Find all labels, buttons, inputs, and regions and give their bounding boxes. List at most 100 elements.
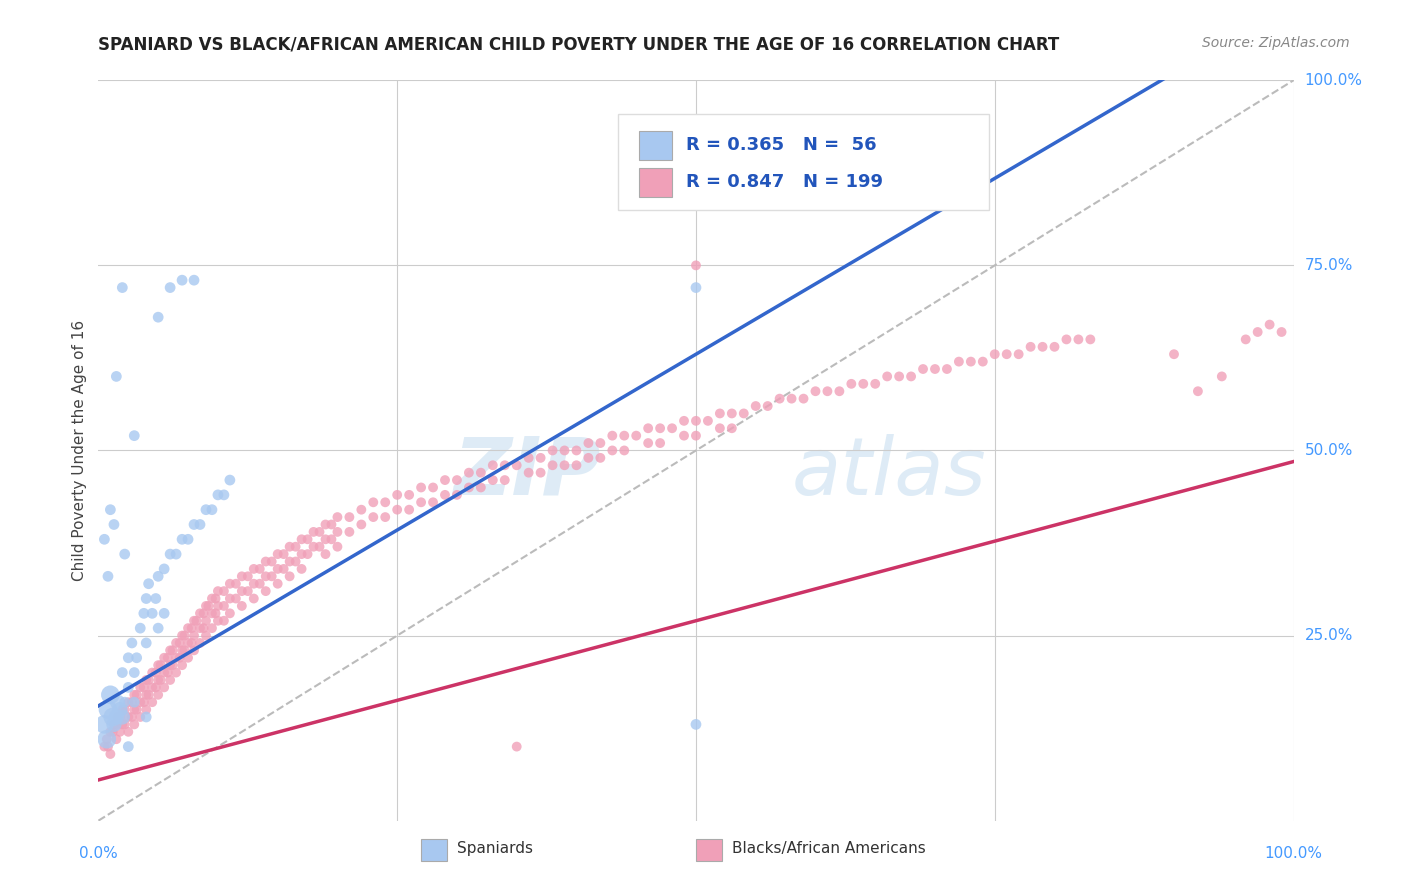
Point bbox=[124, 695, 146, 709]
Point bbox=[188, 636, 211, 650]
Point bbox=[219, 576, 242, 591]
Point bbox=[97, 569, 120, 583]
Point bbox=[278, 555, 301, 569]
Point bbox=[828, 384, 851, 399]
Point bbox=[172, 273, 194, 287]
Point bbox=[1019, 340, 1042, 354]
Point bbox=[193, 607, 215, 621]
Point bbox=[900, 369, 922, 384]
Point bbox=[494, 473, 516, 487]
Text: SPANIARD VS BLACK/AFRICAN AMERICAN CHILD POVERTY UNDER THE AGE OF 16 CORRELATION: SPANIARD VS BLACK/AFRICAN AMERICAN CHILD… bbox=[98, 36, 1060, 54]
Point bbox=[385, 488, 409, 502]
Point bbox=[153, 681, 176, 695]
Point bbox=[117, 650, 139, 665]
Text: 100.0%: 100.0% bbox=[1305, 73, 1362, 87]
Point bbox=[149, 658, 172, 673]
Point bbox=[541, 443, 564, 458]
Point bbox=[302, 540, 325, 554]
Point bbox=[107, 710, 129, 724]
Point bbox=[273, 547, 295, 561]
Point bbox=[172, 658, 194, 673]
Point bbox=[602, 443, 624, 458]
Point bbox=[315, 517, 337, 532]
Point bbox=[481, 473, 505, 487]
Point bbox=[470, 466, 492, 480]
Point bbox=[195, 599, 218, 613]
Point bbox=[995, 347, 1018, 361]
Point bbox=[637, 421, 659, 435]
Point bbox=[1080, 332, 1102, 346]
Point bbox=[254, 569, 277, 583]
Point bbox=[141, 607, 163, 621]
Point bbox=[129, 710, 152, 724]
Point bbox=[201, 621, 224, 635]
Text: ZIP: ZIP bbox=[453, 434, 600, 512]
Point bbox=[156, 665, 179, 680]
Point bbox=[602, 428, 624, 442]
Point bbox=[613, 428, 636, 442]
Point bbox=[1032, 340, 1054, 354]
Point bbox=[219, 473, 242, 487]
Point bbox=[153, 650, 176, 665]
Point bbox=[458, 466, 481, 480]
Point bbox=[434, 488, 457, 502]
Point bbox=[578, 436, 600, 450]
Point bbox=[260, 569, 283, 583]
Point bbox=[648, 421, 672, 435]
Point bbox=[225, 576, 247, 591]
Point bbox=[114, 547, 136, 561]
Point bbox=[308, 524, 330, 539]
Point bbox=[188, 517, 211, 532]
Point bbox=[195, 502, 218, 516]
Point bbox=[141, 665, 163, 680]
Point bbox=[446, 488, 468, 502]
Point bbox=[733, 407, 755, 421]
Point bbox=[125, 703, 148, 717]
Point bbox=[114, 717, 136, 731]
Point bbox=[1247, 325, 1270, 339]
Text: 0.0%: 0.0% bbox=[79, 846, 118, 861]
Point bbox=[948, 354, 970, 368]
Point bbox=[162, 643, 184, 657]
Point bbox=[291, 547, 314, 561]
Point bbox=[114, 695, 136, 709]
Point bbox=[201, 607, 224, 621]
Point bbox=[183, 628, 205, 642]
Point bbox=[685, 428, 707, 442]
Point bbox=[1258, 318, 1281, 332]
Point bbox=[183, 643, 205, 657]
Point bbox=[745, 399, 768, 413]
FancyBboxPatch shape bbox=[696, 839, 723, 862]
Point bbox=[195, 628, 218, 642]
Point bbox=[138, 688, 160, 702]
Point bbox=[374, 510, 396, 524]
Point bbox=[121, 636, 143, 650]
Point bbox=[111, 665, 134, 680]
Point bbox=[105, 732, 128, 747]
Point bbox=[231, 599, 253, 613]
Point bbox=[169, 650, 191, 665]
Point bbox=[517, 466, 540, 480]
Point bbox=[98, 724, 122, 739]
Point bbox=[159, 643, 181, 657]
Point bbox=[411, 495, 433, 509]
Point bbox=[148, 310, 170, 325]
Point bbox=[107, 695, 129, 709]
Point bbox=[530, 466, 553, 480]
Point bbox=[291, 533, 314, 547]
Point bbox=[177, 533, 200, 547]
Point bbox=[180, 621, 202, 635]
Point bbox=[541, 458, 564, 473]
Point bbox=[101, 710, 124, 724]
Point bbox=[162, 658, 184, 673]
Point bbox=[1234, 332, 1257, 346]
Y-axis label: Child Poverty Under the Age of 16: Child Poverty Under the Age of 16 bbox=[72, 320, 87, 581]
Point bbox=[207, 599, 229, 613]
Point bbox=[153, 562, 176, 576]
Point bbox=[159, 280, 181, 294]
Point bbox=[339, 510, 361, 524]
Point bbox=[249, 562, 271, 576]
Point bbox=[673, 428, 696, 442]
Point bbox=[212, 599, 235, 613]
FancyBboxPatch shape bbox=[422, 839, 447, 862]
